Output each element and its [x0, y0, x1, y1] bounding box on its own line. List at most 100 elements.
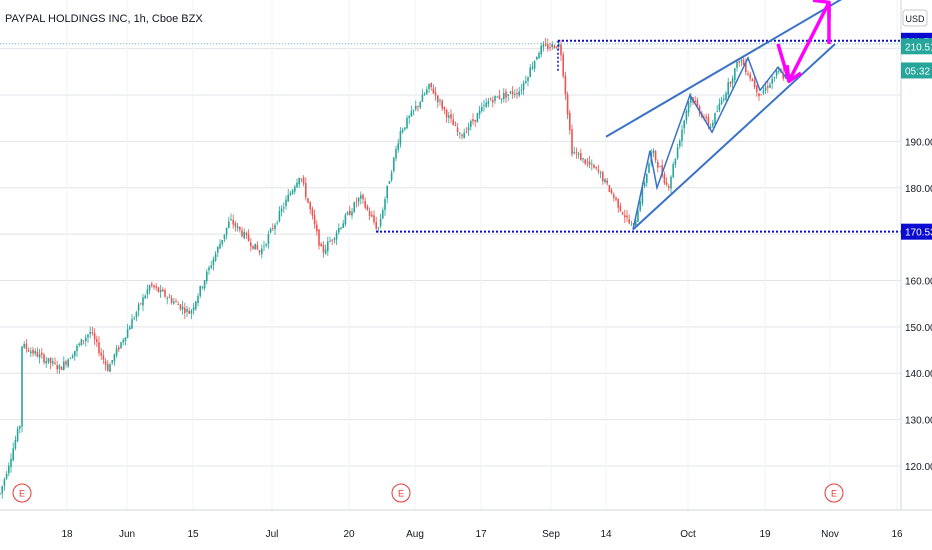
- candle: [71, 353, 74, 359]
- candle: [747, 70, 749, 76]
- candle: [133, 316, 135, 321]
- earnings-marker-label: E: [19, 489, 25, 499]
- candle: [445, 108, 448, 123]
- candle: [296, 178, 298, 189]
- candle: [276, 220, 278, 226]
- candle: [569, 109, 571, 135]
- candle: [712, 119, 714, 129]
- candle: [362, 193, 364, 204]
- candle: [74, 350, 76, 361]
- candle-body: [406, 117, 408, 129]
- price-tick-label: 180.00: [905, 184, 932, 195]
- candle: [27, 347, 30, 353]
- candle-body: [450, 114, 452, 119]
- candle-body: [305, 182, 307, 198]
- candle: [555, 46, 558, 49]
- candle: [672, 161, 674, 179]
- candle-body: [456, 127, 459, 133]
- currency-button[interactable]: USD: [902, 9, 928, 27]
- candle: [89, 326, 91, 339]
- time-axis[interactable]: [0, 510, 932, 550]
- candle: [58, 364, 61, 374]
- candle: [217, 245, 219, 257]
- candle-body: [430, 82, 432, 88]
- price-axis[interactable]: [901, 0, 932, 510]
- candle: [395, 145, 397, 162]
- candle-body: [225, 227, 228, 235]
- candle: [674, 158, 677, 168]
- candle-body: [393, 157, 395, 172]
- candle-body: [320, 243, 322, 247]
- price-badge: 05:32: [901, 62, 932, 79]
- candle-body: [443, 107, 446, 110]
- candle-body: [602, 172, 604, 182]
- candle: [734, 67, 736, 85]
- time-tick-label: 15: [187, 529, 199, 540]
- candle: [577, 151, 580, 159]
- candle: [727, 77, 729, 101]
- candle: [472, 113, 474, 125]
- candle: [34, 348, 36, 357]
- candle: [351, 208, 353, 220]
- candle: [25, 338, 28, 353]
- user-drawings[interactable]: [376, 0, 901, 233]
- candle: [153, 284, 155, 290]
- candle-body: [177, 303, 179, 305]
- candle: [144, 293, 146, 300]
- candle-body: [505, 91, 507, 98]
- candle: [681, 124, 683, 147]
- candle-body: [190, 310, 193, 314]
- candle-body: [397, 143, 399, 150]
- candlestick-series: [0, 38, 789, 499]
- candle-body: [52, 361, 54, 364]
- candle: [375, 216, 377, 231]
- candle: [287, 189, 289, 203]
- candle: [364, 197, 366, 210]
- candle-body: [452, 119, 454, 126]
- candle: [562, 51, 564, 79]
- candle: [511, 86, 514, 99]
- candle-body: [379, 218, 382, 226]
- candle: [657, 159, 659, 173]
- candle: [47, 358, 50, 364]
- candle-body: [481, 106, 483, 112]
- candle-body: [217, 247, 219, 253]
- candle: [393, 157, 395, 174]
- candle: [694, 96, 696, 104]
- candle: [219, 239, 221, 249]
- candle: [547, 38, 549, 52]
- candle: [485, 98, 487, 109]
- candle-body: [635, 220, 637, 226]
- candle-body: [661, 165, 663, 176]
- candle: [54, 357, 56, 365]
- earnings-marker-label: E: [398, 489, 404, 499]
- candle-body: [159, 289, 162, 293]
- candle-body: [712, 122, 714, 127]
- candle-body: [179, 304, 182, 310]
- candle: [122, 337, 124, 346]
- candle-body: [366, 206, 369, 210]
- candle: [542, 41, 545, 52]
- candle-body: [778, 70, 780, 72]
- candle-body: [67, 359, 69, 367]
- candle: [452, 113, 454, 126]
- candle-body: [85, 337, 87, 342]
- candle: [232, 214, 234, 229]
- candle-body: [613, 194, 615, 198]
- candle: [175, 298, 177, 303]
- candle: [617, 198, 619, 213]
- candle: [474, 119, 476, 128]
- candle-body: [54, 362, 56, 364]
- candle-body: [192, 307, 195, 311]
- candle-body: [648, 163, 650, 173]
- price-badge: 210.51: [901, 38, 932, 55]
- candle-body: [212, 259, 215, 266]
- candle-body: [239, 226, 241, 230]
- candle: [463, 128, 465, 139]
- candle: [549, 43, 551, 52]
- candle-body: [232, 219, 234, 225]
- candle-body: [525, 81, 527, 83]
- candle: [566, 91, 569, 120]
- candle: [536, 56, 538, 61]
